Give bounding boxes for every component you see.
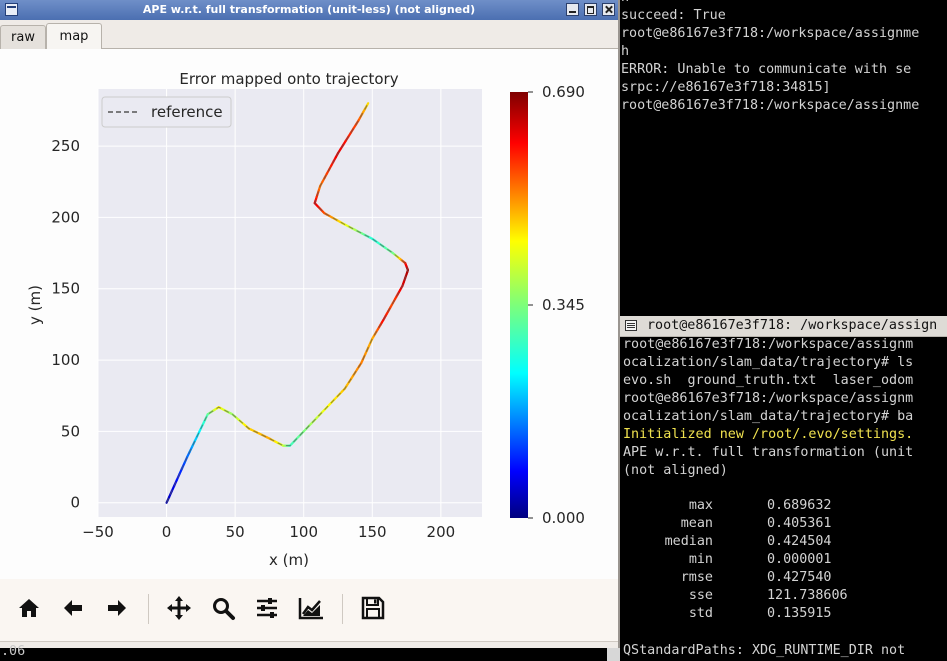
y-tick-label: 50 xyxy=(61,422,80,440)
terminal-line: root@e86167e3f718:/workspace/assignme xyxy=(621,26,920,41)
window-edge xyxy=(607,648,620,661)
terminal-line: ocalization/slam_data/trajectory# ls xyxy=(623,355,914,370)
plot-toolbar xyxy=(0,579,618,641)
y-axis-label: y (m) xyxy=(26,285,44,325)
terminal-icon xyxy=(625,320,637,331)
toolbar-separator xyxy=(342,594,343,624)
plot-area xyxy=(98,89,482,517)
window-menu-icon[interactable] xyxy=(5,3,18,16)
x-tick-label: 100 xyxy=(289,523,318,541)
terminal-line: Initialized new /root/.evo/settings. xyxy=(623,427,914,442)
legend: reference xyxy=(101,96,232,128)
colorbar-max-label: 0.690 xyxy=(542,83,585,101)
legend-box xyxy=(101,96,232,128)
figure-canvas[interactable]: Error mapped onto trajectory −50 0 50 100 15… xyxy=(0,49,618,579)
tab-raw[interactable]: raw xyxy=(0,25,46,49)
maximize-button[interactable] xyxy=(584,3,597,16)
close-button[interactable] xyxy=(602,3,615,16)
terminal-behind-text: .06 xyxy=(1,644,26,659)
window-bottom-border xyxy=(0,641,618,649)
trajectory-line xyxy=(165,102,410,504)
colorbar-min-label: 0.000 xyxy=(542,509,585,527)
colorbar xyxy=(510,92,528,518)
grid-lines xyxy=(97,89,482,517)
toolbar-separator xyxy=(148,594,149,624)
terminal-line: ocalization/slam_data/trajectory# ba xyxy=(623,409,914,424)
y-tick-label: 250 xyxy=(51,137,80,155)
stat-name-sse: sse xyxy=(688,588,713,603)
stat-value-std: 0.135915 xyxy=(767,606,832,621)
stat-name-median: median xyxy=(664,534,713,549)
stat-value-min: 0.000001 xyxy=(767,552,832,567)
tab-bar: raw map xyxy=(0,21,618,49)
minimize-button[interactable] xyxy=(566,3,579,16)
x-tick-label: 50 xyxy=(226,523,245,541)
x-axis-label: x (m) xyxy=(269,551,309,569)
stat-value-sse: 121.738606 xyxy=(767,588,848,603)
stat-name-rmse: rmse xyxy=(680,570,713,585)
terminal-title: root@e86167e3f718: /workspace/assign xyxy=(647,318,938,333)
trajectory-segment xyxy=(365,102,370,107)
tab-map[interactable]: map xyxy=(46,23,102,49)
x-tick-label: 0 xyxy=(162,523,172,541)
forward-arrow-icon[interactable] xyxy=(104,595,130,621)
terminal-titlebar[interactable]: root@e86167e3f718: /workspace/assign xyxy=(620,316,947,337)
y-tick-label: 100 xyxy=(51,351,80,369)
x-tick-label: 200 xyxy=(427,523,456,541)
home-icon[interactable] xyxy=(16,595,42,621)
window-titlebar[interactable]: APE w.r.t. full transformation (unit-les… xyxy=(0,0,618,20)
terminal-line: evo.sh ground_truth.txt laser_odom xyxy=(623,373,914,388)
terminal-line: ERROR: Unable to communicate with se xyxy=(621,62,912,77)
configure-subplots-icon[interactable] xyxy=(254,595,280,621)
back-arrow-icon[interactable] xyxy=(60,595,86,621)
terminal-top[interactable]: h succeed: True root@e86167e3f718:/works… xyxy=(620,0,947,312)
stat-name-max: max xyxy=(688,498,713,513)
edit-axis-icon[interactable] xyxy=(298,595,324,621)
stat-name-std: std xyxy=(688,606,713,621)
stat-value-rmse: 0.427540 xyxy=(767,570,832,585)
terminal-line: succeed: True xyxy=(621,8,726,23)
y-tick-label: 150 xyxy=(51,280,80,298)
legend-label-reference: reference xyxy=(151,103,223,121)
zoom-icon[interactable] xyxy=(210,595,236,621)
reference-dashed-line xyxy=(166,103,409,503)
x-tick-label: 150 xyxy=(358,523,387,541)
terminal-line: QStandardPaths: XDG_RUNTIME_DIR not xyxy=(623,643,906,658)
stat-name-min: min xyxy=(688,552,713,567)
terminal-line: root@e86167e3f718:/workspace/assignm xyxy=(623,337,914,352)
tab-divider xyxy=(102,48,618,49)
colorbar-mid-label: 0.345 xyxy=(542,296,585,314)
stat-name-mean: mean xyxy=(680,516,713,531)
colorbar-ticks: 0.690 0.345 0.000 xyxy=(528,83,585,527)
terminal-line: (not aligned) xyxy=(623,463,728,478)
stat-value-median: 0.424504 xyxy=(767,534,832,549)
y-tick-labels: 0 50 100 150 200 250 xyxy=(51,137,80,512)
terminal-behind-strip: .06 xyxy=(0,644,620,661)
trajectory-error-plot: Error mapped onto trajectory −50 0 50 100 15… xyxy=(26,70,585,569)
terminal-line: srpc://e86167e3f718:34815] xyxy=(621,80,831,95)
stat-value-max: 0.689632 xyxy=(767,498,832,513)
save-icon[interactable] xyxy=(360,595,386,621)
terminal-bottom[interactable]: root@e86167e3f718: /workspace/assign roo… xyxy=(620,316,947,661)
y-tick-label: 200 xyxy=(51,208,80,226)
chart-title: Error mapped onto trajectory xyxy=(179,70,398,88)
pan-icon[interactable] xyxy=(166,595,192,621)
x-tick-label: −50 xyxy=(82,523,114,541)
terminal-line: h xyxy=(621,44,630,59)
x-tick-labels: −50 0 50 100 150 200 xyxy=(82,523,455,541)
plot-window: APE w.r.t. full transformation (unit-les… xyxy=(0,0,620,648)
terminal-line: h xyxy=(621,0,629,7)
window-title: APE w.r.t. full transformation (unit-les… xyxy=(142,3,476,16)
stat-value-mean: 0.405361 xyxy=(767,516,832,531)
terminal-line: root@e86167e3f718:/workspace/assignme xyxy=(621,98,920,113)
y-tick-label: 0 xyxy=(70,494,80,512)
terminal-line: APE w.r.t. full transformation (unit xyxy=(623,445,914,460)
terminal-line: root@e86167e3f718:/workspace/assignm xyxy=(623,391,914,406)
